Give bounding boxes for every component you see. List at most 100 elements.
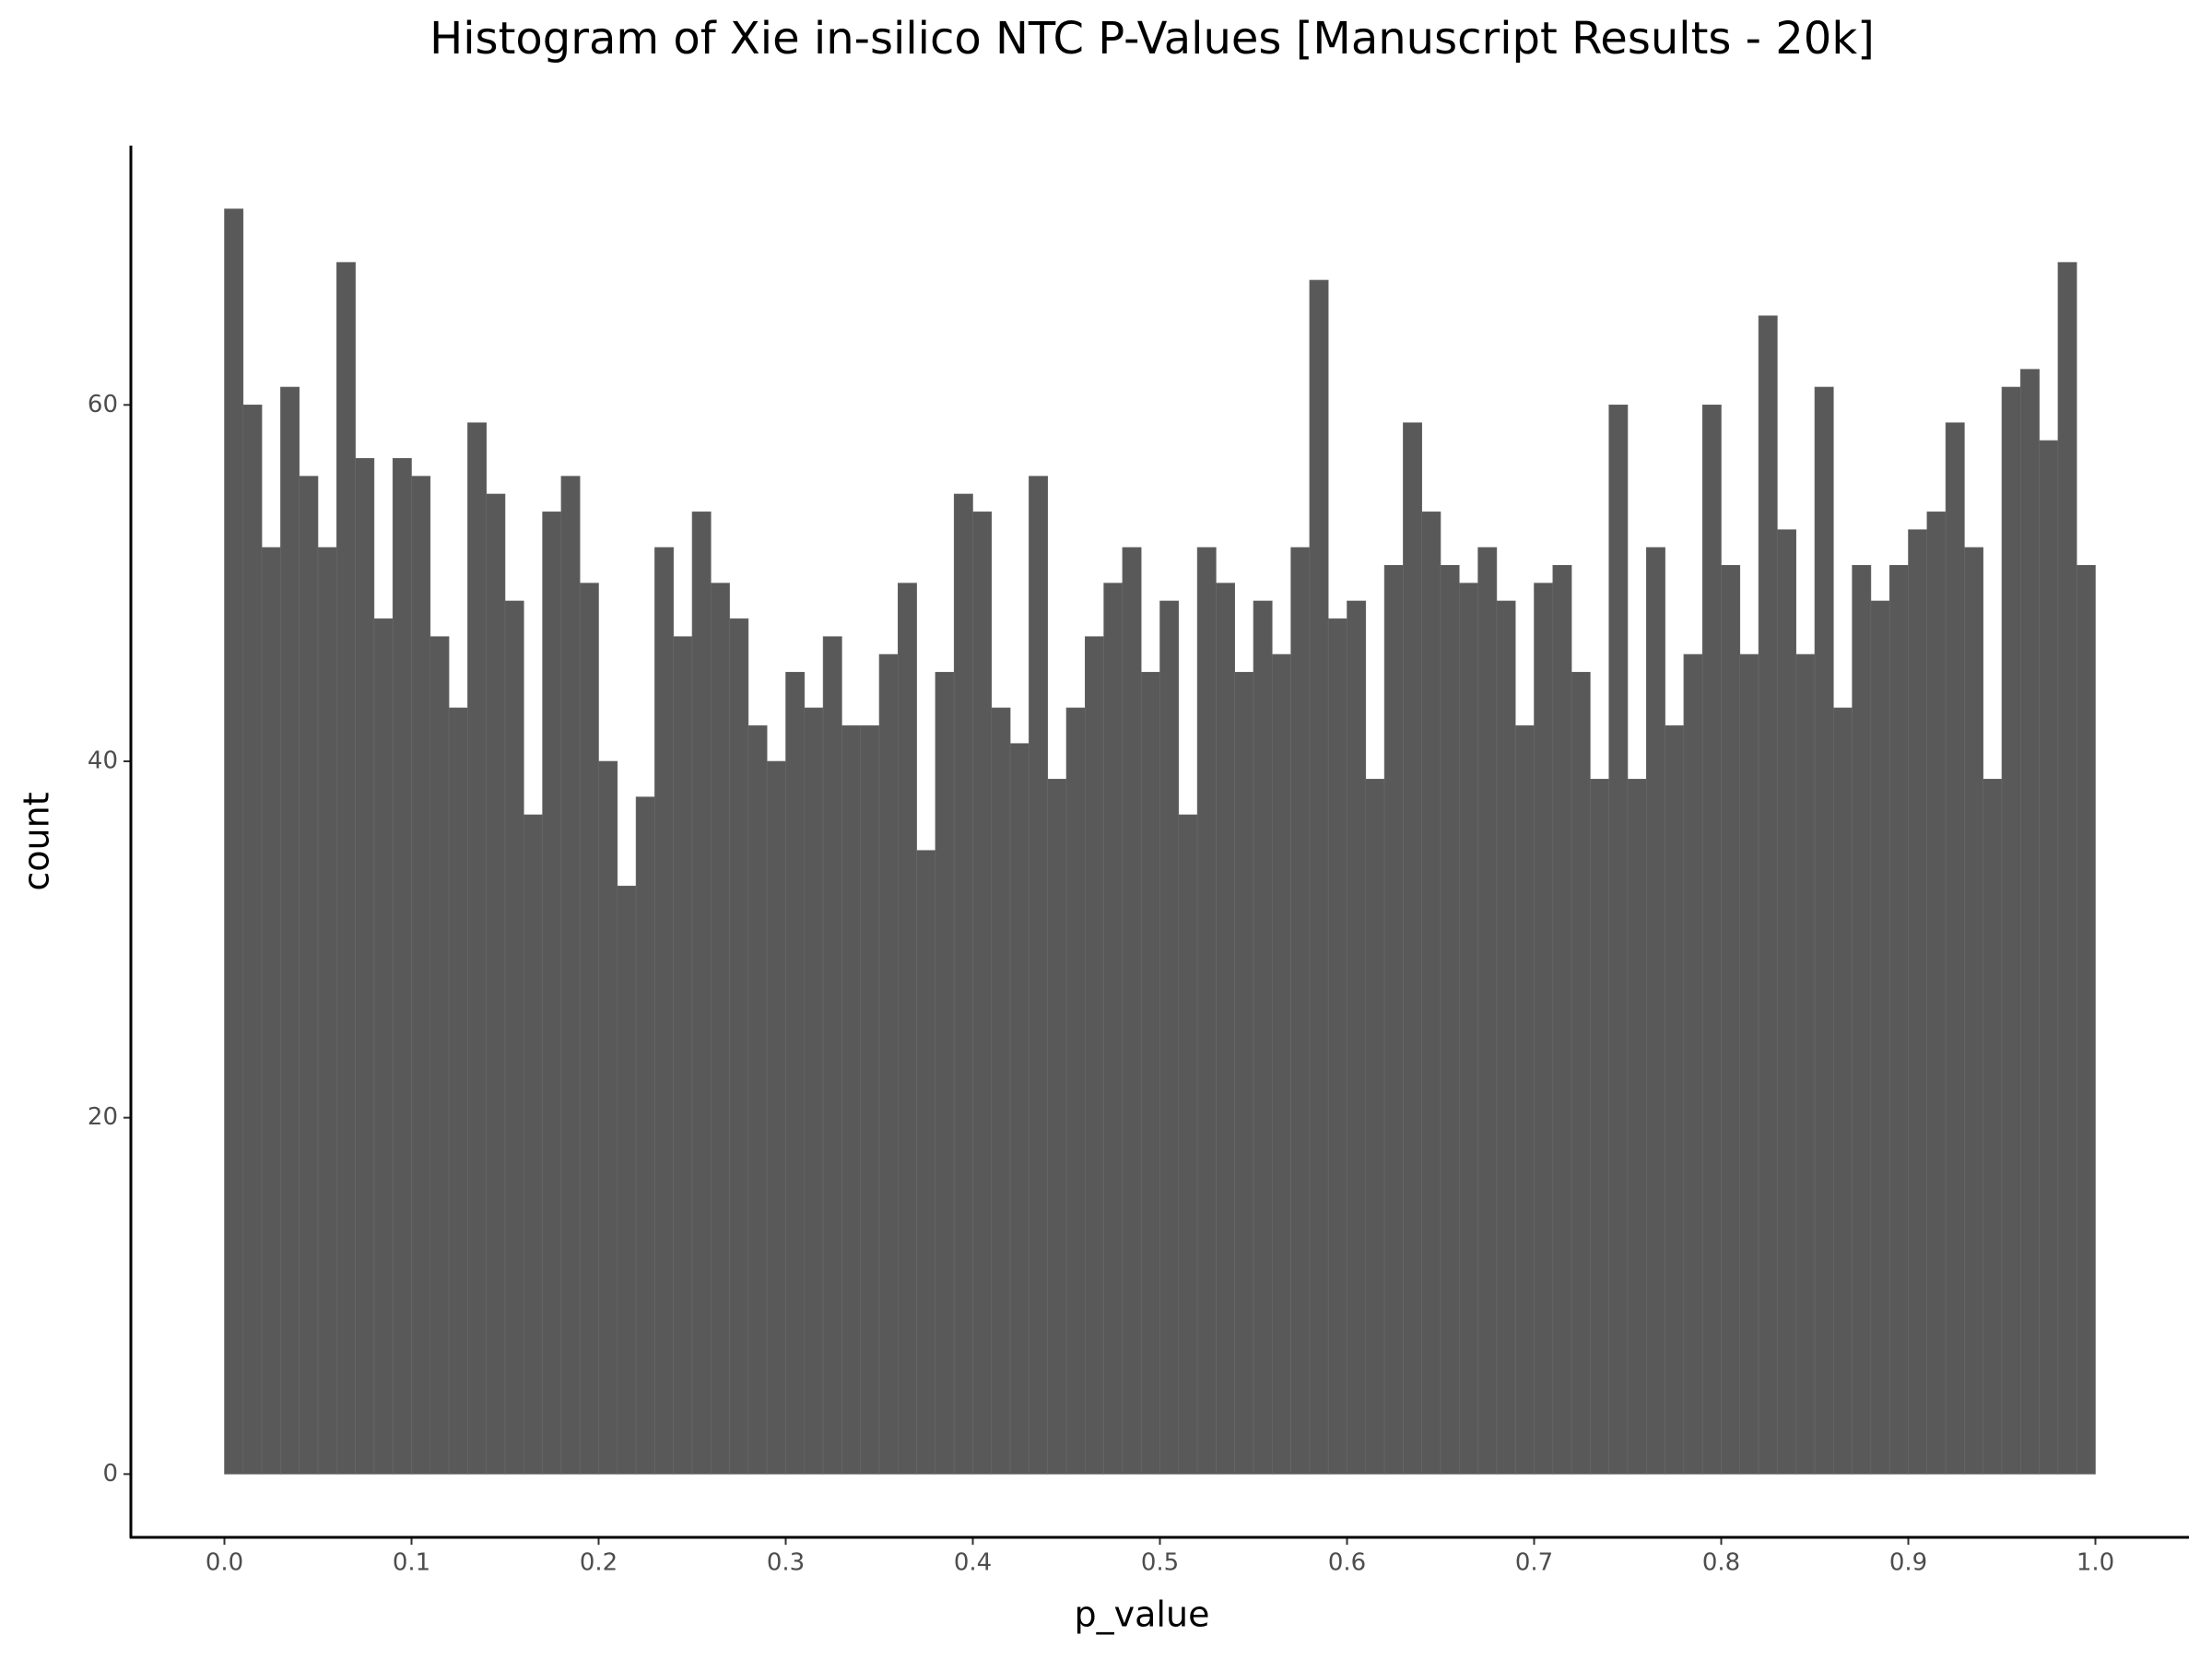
bar — [935, 672, 955, 1475]
bar — [504, 600, 524, 1475]
bar — [710, 582, 730, 1475]
bar — [373, 618, 394, 1475]
bar — [673, 636, 693, 1475]
bar — [1514, 725, 1535, 1475]
bar — [1646, 547, 1665, 1475]
bar — [1758, 315, 1778, 1475]
bar — [897, 582, 917, 1475]
bar — [579, 582, 599, 1475]
bar — [1347, 600, 1367, 1475]
bar — [1964, 547, 1983, 1475]
y-tick-label: 40 — [88, 747, 118, 774]
bar — [335, 262, 356, 1475]
bar — [1908, 529, 1928, 1475]
y-tick-label: 20 — [88, 1103, 118, 1131]
bar — [953, 493, 973, 1475]
bar — [1440, 565, 1460, 1475]
bar — [280, 386, 300, 1475]
bar — [2057, 262, 2077, 1475]
bar — [2076, 565, 2096, 1475]
bar — [766, 760, 786, 1475]
x-tick-label: 0.3 — [767, 1549, 805, 1577]
bar — [1571, 672, 1591, 1475]
bar — [261, 547, 281, 1475]
bar — [1234, 672, 1254, 1475]
bar — [1085, 636, 1104, 1475]
bar — [523, 814, 543, 1475]
bar — [1065, 707, 1086, 1475]
bar — [1926, 512, 1947, 1475]
bar — [448, 707, 468, 1475]
bar — [1945, 422, 1965, 1475]
bar — [1739, 653, 1759, 1475]
bar — [860, 725, 880, 1475]
bar — [1795, 653, 1816, 1475]
bar — [729, 618, 749, 1475]
bar — [542, 512, 562, 1475]
bar — [785, 672, 806, 1475]
bar — [1888, 565, 1909, 1475]
bar — [1534, 582, 1554, 1475]
x-tick-label: 0.4 — [954, 1549, 992, 1577]
bar — [1833, 707, 1853, 1475]
y-tick-label: 0 — [102, 1460, 118, 1488]
bar — [242, 405, 263, 1475]
bar — [1029, 476, 1049, 1475]
bar — [1870, 600, 1890, 1475]
bar — [2001, 386, 2021, 1475]
bar — [1683, 653, 1703, 1475]
bar — [691, 512, 712, 1475]
bar — [2039, 440, 2059, 1475]
bar — [1159, 600, 1180, 1475]
bar — [1552, 565, 1572, 1475]
bar — [486, 493, 506, 1475]
x-tick-label: 0.8 — [1702, 1549, 1740, 1577]
x-tick-label: 0.1 — [393, 1549, 430, 1577]
x-tick-label: 0.5 — [1141, 1549, 1179, 1577]
bar — [1253, 600, 1273, 1475]
bar — [1608, 405, 1629, 1475]
bar — [1983, 779, 2003, 1475]
bar — [317, 547, 337, 1475]
bar — [1140, 672, 1160, 1475]
bar — [392, 458, 412, 1475]
bar — [1327, 618, 1347, 1475]
bar — [1496, 600, 1516, 1475]
x-tick-label: 0.7 — [1515, 1549, 1553, 1577]
bar — [635, 796, 655, 1475]
bar — [224, 208, 244, 1475]
bar — [598, 760, 618, 1475]
bar — [1459, 582, 1478, 1475]
bar — [1421, 512, 1441, 1475]
x-tick-label: 0.9 — [1889, 1549, 1927, 1577]
bar — [1009, 743, 1030, 1475]
bar — [972, 512, 993, 1475]
bar — [429, 636, 450, 1475]
bar — [1403, 422, 1423, 1475]
bar — [1777, 529, 1797, 1475]
bar — [299, 476, 319, 1475]
bar — [1590, 779, 1610, 1475]
bar — [1852, 565, 1872, 1475]
bar — [1701, 405, 1722, 1475]
bar — [1103, 582, 1124, 1475]
bar — [1309, 279, 1329, 1475]
y-axis-label: count — [17, 792, 57, 890]
bar — [617, 886, 637, 1475]
bar — [1047, 779, 1067, 1475]
bar — [822, 636, 842, 1475]
bar — [804, 707, 824, 1475]
bar — [747, 725, 768, 1475]
bar — [1178, 814, 1198, 1475]
x-tick-label: 0.6 — [1328, 1549, 1366, 1577]
x-axis-label: p_value — [1075, 1594, 1210, 1635]
bar — [991, 707, 1011, 1475]
bar — [1721, 565, 1741, 1475]
x-tick-label: 0.2 — [580, 1549, 618, 1577]
bar — [2020, 369, 2040, 1475]
chart-title: Histogram of Xie in-silico NTC P-Values … — [429, 13, 1875, 65]
bar — [1216, 582, 1236, 1475]
x-tick-label: 1.0 — [2077, 1549, 2114, 1577]
bar — [1290, 547, 1311, 1475]
